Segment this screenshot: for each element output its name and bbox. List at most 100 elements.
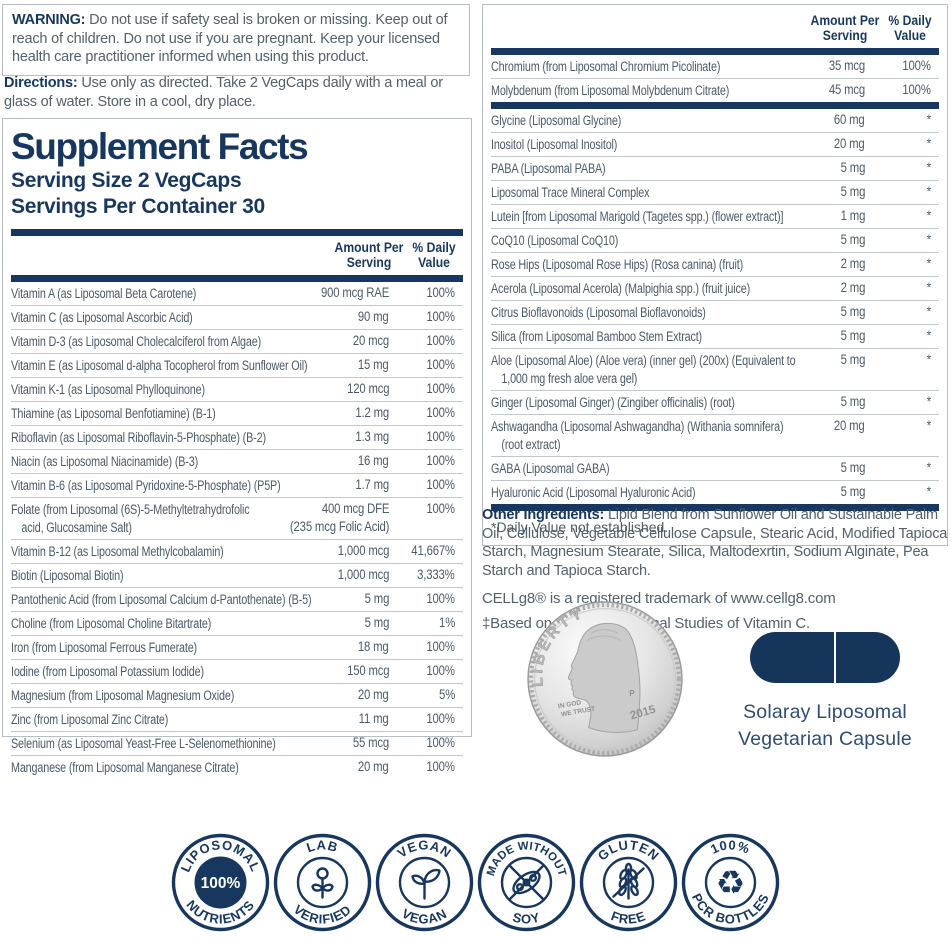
ingredient-amount: 16 mg <box>358 453 389 468</box>
ingredient-daily-value: * <box>926 484 931 499</box>
ingredient-daily-value: 100% <box>426 591 456 606</box>
ingredient-amount: 5 mg <box>364 615 389 630</box>
ingredient-amount: 15 mg <box>358 357 389 372</box>
ingredient-amount: 1.2 mg <box>355 405 389 420</box>
ingredient-daily-value: 100% <box>902 58 932 73</box>
table-row: Ginger (Liposomal Ginger) (Zingiber offi… <box>491 391 939 415</box>
ingredient-amount: 5 mg <box>840 160 865 175</box>
ingredient-daily-value: * <box>926 112 931 127</box>
ingredient-daily-value: 100% <box>426 357 456 372</box>
ingredient-amount: 5 mg <box>840 394 865 409</box>
ingredient-daily-value: 100% <box>426 453 456 468</box>
ingredient-amount: 120 mcg <box>346 381 389 396</box>
table-row: Hyaluronic Acid (Liposomal Hyaluronic Ac… <box>491 481 939 504</box>
svg-text:100%: 100% <box>201 875 241 892</box>
coin-mint-mark: P <box>629 689 635 698</box>
ingredient-name: PABA (Liposomal PABA) <box>491 161 606 176</box>
ingredient-amount: 5 mg <box>840 232 865 247</box>
table-row: Acerola (Liposomal Acerola) (Malpighia s… <box>491 277 939 301</box>
ingredient-daily-value: 100% <box>426 639 456 654</box>
divider-bar <box>491 102 939 109</box>
table-row: Molybdenum (from Liposomal Molybdenum Ci… <box>491 79 939 102</box>
table-row: CoQ10 (Liposomal CoQ10) 5 mg * <box>491 229 939 253</box>
table-row: Choline (from Liposomal Choline Bitartra… <box>11 612 463 636</box>
svg-text:100%: 100% <box>708 837 752 857</box>
capsule-figure: Solaray Liposomal Vegetarian Capsule <box>730 632 920 760</box>
ingredient-daily-value: 5% <box>438 687 455 702</box>
capsule-caption: Solaray Liposomal Vegetarian Capsule <box>738 701 912 750</box>
table-header: Amount Per Serving % Daily Value <box>491 9 939 48</box>
table-row: Selenium (as Liposomal Yeast-Free L-Sele… <box>11 732 463 756</box>
ingredient-daily-value: 100% <box>426 333 456 348</box>
ingredient-daily-value: 100% <box>426 663 456 678</box>
ingredient-amount: 5 mg <box>840 484 865 499</box>
ingredient-name: Zinc (from Liposomal Zinc Citrate) <box>11 712 169 727</box>
capsule-illustration <box>750 632 900 683</box>
ingredient-daily-value: * <box>926 394 931 409</box>
ingredient-amount: 60 mg <box>834 112 865 127</box>
nutrient-table-left: Vitamin A (as Liposomal Beta Carotene) 9… <box>11 282 463 779</box>
ingredient-name: Lutein [from Liposomal Marigold (Tagetes… <box>491 209 784 224</box>
table-row: Biotin (Liposomal Biotin) 1,000 mcg 3,33… <box>11 564 463 588</box>
ingredient-daily-value: * <box>926 460 931 475</box>
ingredient-daily-value: * <box>926 280 931 295</box>
warning-label: WARNING: <box>12 12 86 28</box>
ingredient-amount: 20 mcg <box>352 333 389 348</box>
ingredient-name: Liposomal Trace Mineral Complex <box>491 185 650 200</box>
ingredient-name: GABA (Liposomal GABA) <box>491 461 610 476</box>
ingredient-daily-value: * <box>926 304 931 319</box>
soy-crossed-icon <box>508 864 545 901</box>
supplement-facts-title: Supplement Facts <box>11 126 309 167</box>
ingredient-daily-value: 100% <box>426 735 456 750</box>
ingredient-name: Magnesium (from Liposomal Magnesium Oxid… <box>11 688 235 703</box>
ingredient-amount-line2: (235 mcg Folic Acid) <box>289 519 390 534</box>
ingredient-amount: 5 mg <box>364 591 389 606</box>
ingredient-daily-value: 100% <box>426 501 456 516</box>
ingredient-name: Manganese (from Liposomal Manganese Citr… <box>11 760 239 775</box>
ingredient-daily-value: * <box>926 256 931 271</box>
ingredient-amount: 5 mg <box>840 460 865 475</box>
badge-gluten-free: GLUTEN FREE <box>579 833 678 932</box>
table-row: Chromium (from Liposomal Chromium Picoli… <box>491 55 939 79</box>
ingredient-amount: 1,000 mcg <box>337 543 390 558</box>
ingredient-daily-value: * <box>926 328 931 343</box>
ingredient-name: CoQ10 (Liposomal CoQ10) <box>491 233 619 248</box>
size-comparison: LIBERTY IN GOD WE TRUST P 2015 Solaray L… <box>482 598 948 760</box>
certification-badges: LIPOSOMAL NUTRIENTS 100% LAB VERIFIED <box>0 832 951 933</box>
ingredient-name: Hyaluronic Acid (Liposomal Hyaluronic Ac… <box>491 485 696 500</box>
ingredient-amount: 11 mg <box>359 711 389 726</box>
ingredient-name: Ginger (Liposomal Ginger) (Zingiber offi… <box>491 395 735 410</box>
table-row: Glycine (Liposomal Glycine) 60 mg * <box>491 109 939 133</box>
divider-bar <box>491 48 939 55</box>
other-ingredients-label: Other Ingredients: <box>482 507 605 523</box>
table-row: Pantothenic Acid (from Liposomal Calcium… <box>11 588 463 612</box>
ingredient-amount: 2 mg <box>840 256 865 271</box>
table-row: Vitamin C (as Liposomal Ascorbic Acid) 9… <box>11 306 463 330</box>
ingredient-name-line2: acid, Glucosamine Salt) <box>21 520 132 535</box>
ingredient-name: Vitamin C (as Liposomal Ascorbic Acid) <box>11 310 193 325</box>
ingredient-amount: 90 mg <box>358 309 389 324</box>
ingredient-name-line2: 1,000 mg fresh aloe vera gel) <box>501 371 638 386</box>
serving-size: Serving Size 2 VegCaps <box>11 169 242 192</box>
ingredient-name: Biotin (Liposomal Biotin) <box>11 568 124 583</box>
ingredient-amount: 55 mcg <box>352 735 389 750</box>
ingredient-daily-value: 100% <box>426 285 456 300</box>
ingredient-amount: 20 mg <box>358 687 389 702</box>
divider-bar <box>491 504 939 511</box>
roosevelt-profile <box>567 622 641 733</box>
svg-text:VEGAN: VEGAN <box>399 906 449 927</box>
badge-vegan: VEGAN VEGAN <box>375 833 474 932</box>
ingredient-name: Choline (from Liposomal Choline Bitartra… <box>11 616 212 631</box>
directions-text: Use only as directed. Take 2 VegCaps dai… <box>4 75 443 110</box>
ingredient-name: Citrus Bioflavonoids (Liposomal Bioflavo… <box>491 305 706 320</box>
nutrient-table-right-minerals: Chromium (from Liposomal Chromium Picoli… <box>491 55 939 102</box>
table-row: Rose Hips (Liposomal Rose Hips) (Rosa ca… <box>491 253 939 277</box>
table-header: Amount Per Serving % Daily Value <box>11 236 463 275</box>
ingredient-daily-value: * <box>926 208 931 223</box>
ingredient-name: Silica (from Liposomal Bamboo Stem Extra… <box>491 329 702 344</box>
table-row: Riboflavin (as Liposomal Riboflavin-5-Ph… <box>11 426 463 450</box>
ingredient-name: Iron (from Liposomal Ferrous Fumerate) <box>11 640 197 655</box>
daily-value-header: % Daily Value <box>888 13 932 43</box>
table-row: Citrus Bioflavonoids (Liposomal Bioflavo… <box>491 301 939 325</box>
